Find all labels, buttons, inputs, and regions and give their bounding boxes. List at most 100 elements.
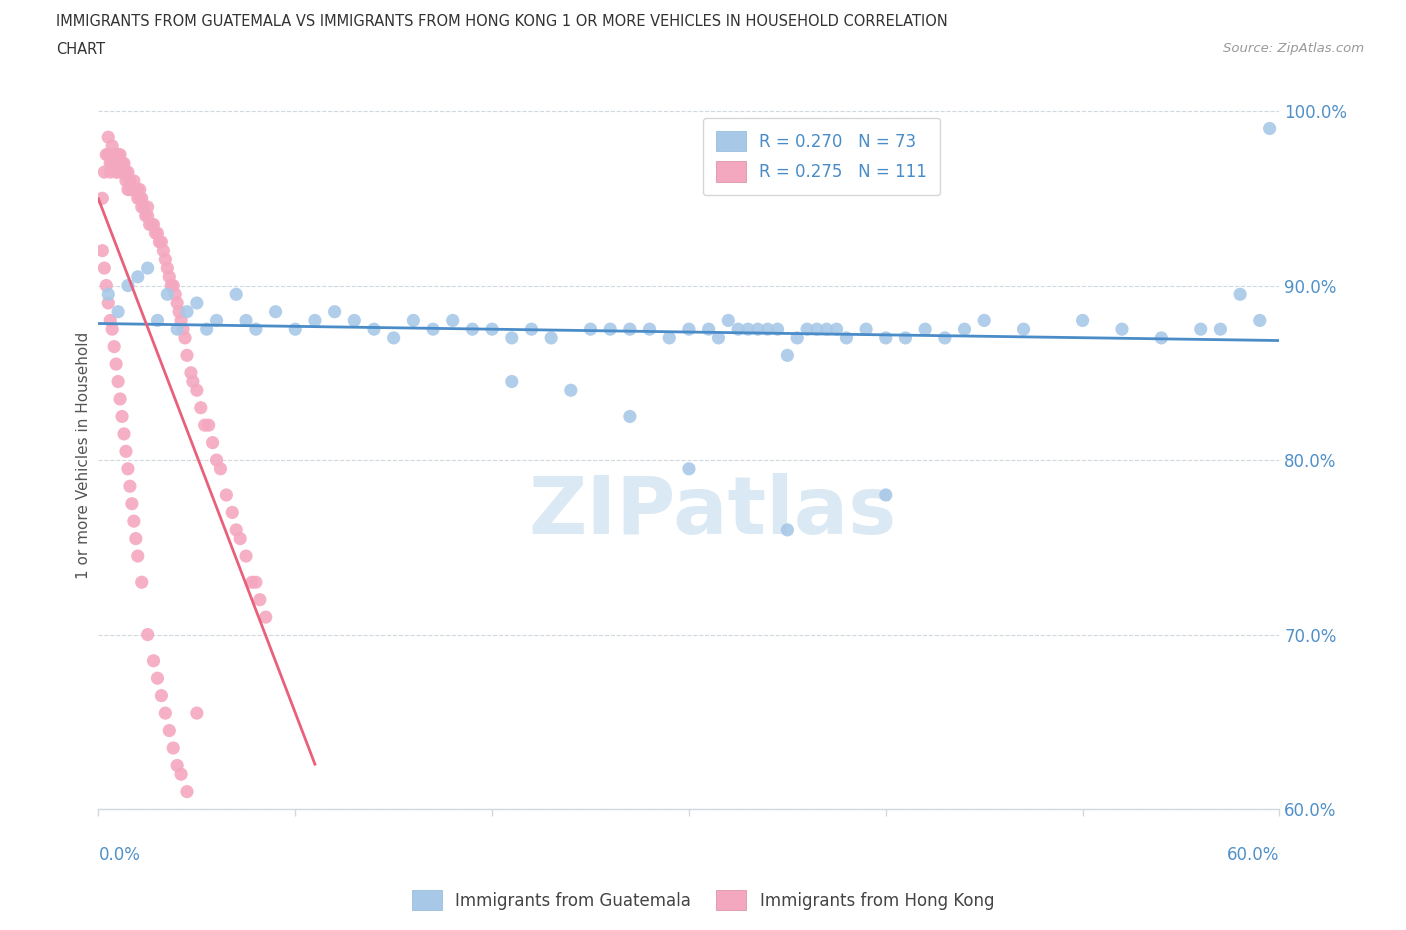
Point xyxy=(973,313,995,328)
Point xyxy=(98,156,121,171)
Y-axis label: 1 or more Vehicles in Household: 1 or more Vehicles in Household xyxy=(76,332,91,579)
Point xyxy=(128,182,150,197)
Point xyxy=(156,286,179,301)
Point xyxy=(108,147,131,162)
Point xyxy=(186,706,208,721)
Point xyxy=(118,173,141,188)
Point xyxy=(441,313,464,328)
Point xyxy=(142,217,165,232)
Point xyxy=(136,260,159,275)
Point xyxy=(181,374,204,389)
Point xyxy=(91,244,114,259)
Point xyxy=(766,322,789,337)
Point xyxy=(145,226,167,241)
Point xyxy=(108,156,131,171)
Point xyxy=(97,286,120,301)
Point xyxy=(148,234,170,249)
Point xyxy=(127,182,149,197)
Point xyxy=(121,497,143,512)
Point xyxy=(166,296,188,311)
Point xyxy=(215,487,238,502)
Point xyxy=(97,130,120,145)
Point xyxy=(131,575,153,590)
Point xyxy=(127,270,149,285)
Point xyxy=(97,147,120,162)
Text: ZIPatlas: ZIPatlas xyxy=(529,473,897,551)
Point xyxy=(245,575,267,590)
Point xyxy=(1111,322,1133,337)
Text: 0.0%: 0.0% xyxy=(98,846,141,864)
Point xyxy=(776,348,799,363)
Point xyxy=(172,322,194,337)
Point xyxy=(174,330,197,345)
Point xyxy=(135,208,157,223)
Point xyxy=(205,453,228,468)
Point xyxy=(815,322,838,337)
Point xyxy=(737,322,759,337)
Point xyxy=(678,322,700,337)
Point xyxy=(166,322,188,337)
Point xyxy=(162,278,184,293)
Point xyxy=(155,706,177,721)
Point xyxy=(697,322,720,337)
Point xyxy=(146,226,169,241)
Point xyxy=(98,165,121,179)
Point xyxy=(157,270,180,285)
Point xyxy=(747,322,769,337)
Point xyxy=(136,208,159,223)
Point xyxy=(162,740,184,755)
Point xyxy=(125,182,148,197)
Point xyxy=(117,165,139,179)
Point xyxy=(894,330,917,345)
Point xyxy=(97,296,120,311)
Point xyxy=(225,523,247,538)
Point xyxy=(107,304,129,319)
Point xyxy=(142,653,165,668)
Point xyxy=(658,330,681,345)
Point xyxy=(806,322,828,337)
Point xyxy=(103,147,125,162)
Point xyxy=(235,313,257,328)
Point xyxy=(166,758,188,773)
Point xyxy=(501,330,523,345)
Point xyxy=(520,322,543,337)
Point xyxy=(98,313,121,328)
Point xyxy=(264,304,287,319)
Point xyxy=(96,147,118,162)
Point xyxy=(128,191,150,206)
Point xyxy=(825,322,848,337)
Point xyxy=(599,322,621,337)
Point xyxy=(875,330,897,345)
Point xyxy=(121,182,143,197)
Point xyxy=(422,322,444,337)
Point xyxy=(461,322,484,337)
Point xyxy=(1012,322,1035,337)
Point xyxy=(619,409,641,424)
Point xyxy=(343,313,366,328)
Point xyxy=(229,531,252,546)
Point xyxy=(756,322,779,337)
Point xyxy=(132,200,155,215)
Point xyxy=(221,505,243,520)
Point xyxy=(194,418,217,432)
Point xyxy=(176,348,198,363)
Point xyxy=(638,322,661,337)
Point xyxy=(678,461,700,476)
Point xyxy=(122,173,145,188)
Point xyxy=(146,313,169,328)
Point xyxy=(107,156,129,171)
Point xyxy=(225,286,247,301)
Point xyxy=(101,156,124,171)
Point xyxy=(875,487,897,502)
Point xyxy=(93,260,115,275)
Point xyxy=(131,200,153,215)
Point xyxy=(103,339,125,354)
Point xyxy=(481,322,503,337)
Point xyxy=(157,724,180,738)
Point xyxy=(1150,330,1173,345)
Point xyxy=(284,322,307,337)
Point xyxy=(127,549,149,564)
Point xyxy=(111,156,134,171)
Point xyxy=(127,191,149,206)
Text: Source: ZipAtlas.com: Source: ZipAtlas.com xyxy=(1223,42,1364,55)
